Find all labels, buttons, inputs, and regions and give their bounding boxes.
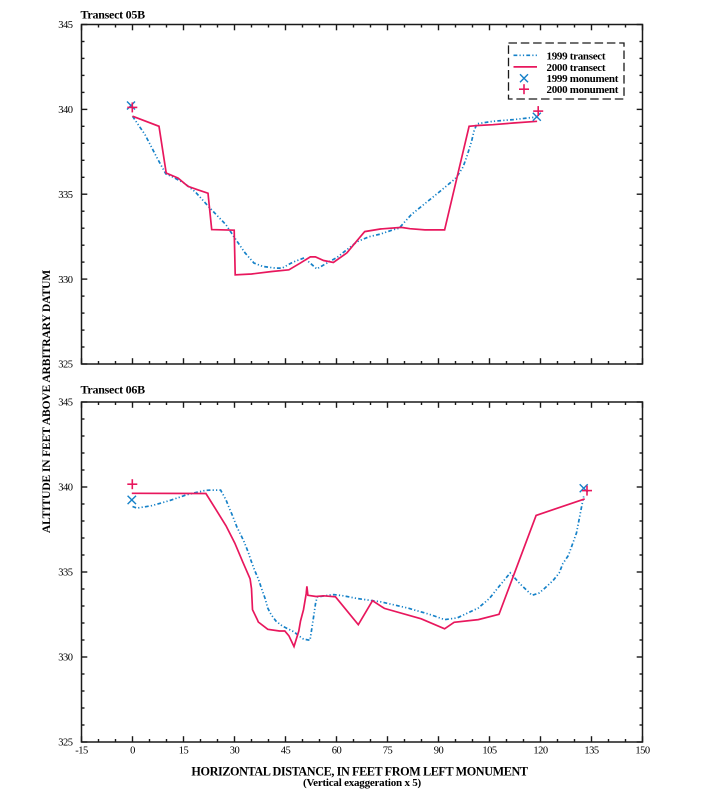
svg-text:345: 345: [58, 398, 73, 409]
svg-text:325: 325: [58, 360, 73, 371]
svg-text:15: 15: [179, 746, 189, 757]
svg-text:45: 45: [281, 746, 291, 757]
svg-text:340: 340: [58, 105, 73, 116]
svg-text:60: 60: [332, 746, 342, 757]
svg-text:Transect 05B: Transect 05B: [81, 8, 146, 22]
svg-text:150: 150: [635, 746, 650, 757]
svg-text:135: 135: [584, 746, 599, 757]
svg-text:345: 345: [58, 20, 73, 31]
svg-text:Transect 06B: Transect 06B: [81, 383, 146, 397]
svg-text:325: 325: [58, 738, 73, 749]
svg-text:2000 transect: 2000 transect: [547, 62, 606, 74]
svg-text:1999 monument: 1999 monument: [547, 73, 619, 85]
svg-text:105: 105: [482, 746, 497, 757]
svg-text:HORIZONTAL DISTANCE, IN FEET F: HORIZONTAL DISTANCE, IN FEET FROM LEFT M…: [191, 764, 527, 778]
svg-text:330: 330: [58, 275, 73, 286]
svg-text:1999 transect: 1999 transect: [547, 50, 606, 62]
svg-text:30: 30: [230, 746, 240, 757]
svg-text:(Vertical exaggeration x 5): (Vertical exaggeration x 5): [303, 777, 422, 789]
svg-text:330: 330: [58, 653, 73, 664]
svg-text:90: 90: [434, 746, 444, 757]
svg-text:0: 0: [130, 746, 135, 757]
svg-text:120: 120: [533, 746, 548, 757]
svg-text:340: 340: [58, 483, 73, 494]
svg-text:ALTITUDE IN FEET ABOVE ARBITRA: ALTITUDE IN FEET ABOVE ARBITRARY DATUM: [41, 270, 53, 533]
svg-text:75: 75: [383, 746, 393, 757]
svg-text:2000 monument: 2000 monument: [547, 84, 619, 96]
svg-text:-15: -15: [75, 746, 88, 757]
svg-text:335: 335: [58, 190, 73, 201]
svg-text:335: 335: [58, 568, 73, 579]
